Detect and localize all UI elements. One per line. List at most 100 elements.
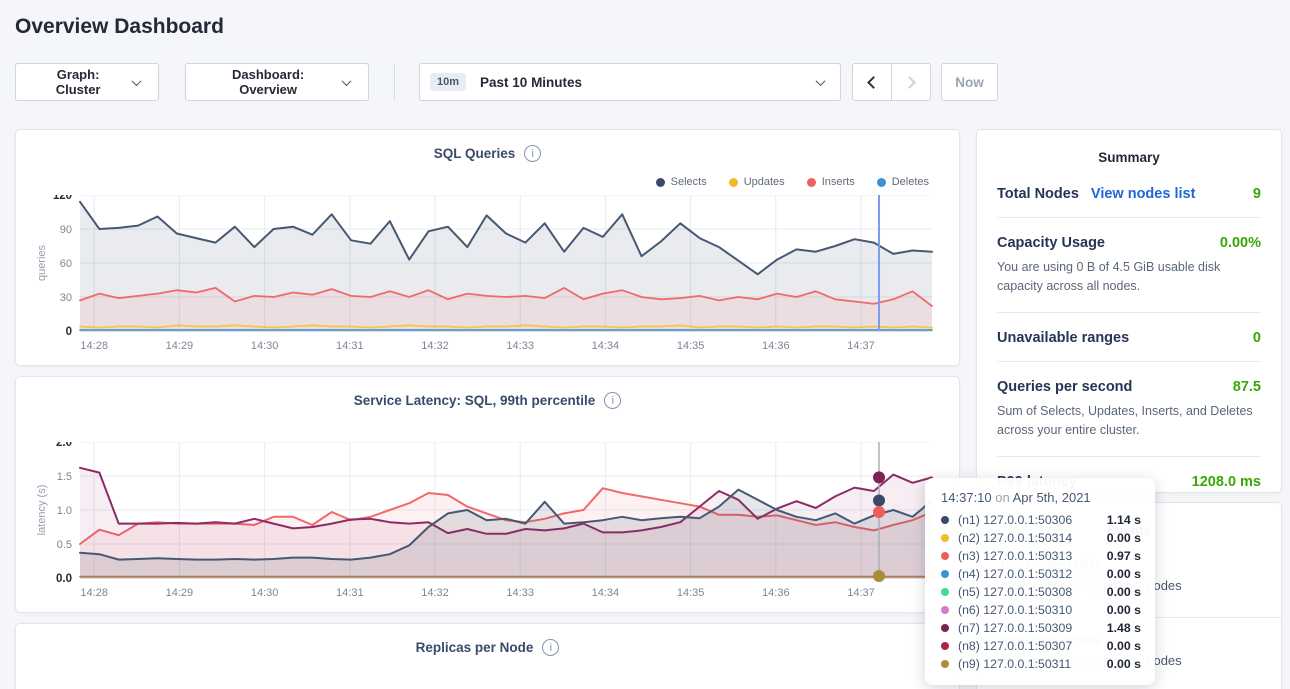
summary-label: Queries per second xyxy=(997,378,1133,395)
svg-text:120: 120 xyxy=(53,195,72,202)
sql-queries-chart[interactable]: 14:28 14:29 14:30 14:31 14:32 14:33 14:34 14:35… xyxy=(16,190,959,366)
svg-text:2.0: 2.0 xyxy=(56,442,72,449)
tooltip-row: (n3) 127.0.0.1:50313 0.97 s xyxy=(941,547,1141,565)
tooltip-node-value: 0.00 s xyxy=(1106,639,1141,653)
svg-text:14:33: 14:33 xyxy=(506,587,534,599)
tooltip-node-label: (n4) 127.0.0.1:50312 xyxy=(958,567,1073,581)
summary-description: You are using 0 B of 4.5 GiB usable disk… xyxy=(997,260,1221,294)
legend-item[interactable]: Selects xyxy=(655,176,707,188)
chevron-down-icon xyxy=(341,75,352,86)
series-line xyxy=(79,287,933,307)
time-range-badge: 10m xyxy=(430,73,467,91)
svg-text:14:36: 14:36 xyxy=(762,587,790,599)
service-latency-chart[interactable]: 14:28 14:29 14:30 14:31 14:32 14:33 14:34 14:35… xyxy=(16,437,959,613)
series-dot-icon xyxy=(941,660,949,668)
summary-title: Summary xyxy=(1098,150,1160,165)
now-button: Now xyxy=(941,63,998,101)
chart-legend: Selects Updates Inserts Deletes xyxy=(655,176,929,188)
tooltip-node-value: 0.00 s xyxy=(1106,585,1141,599)
series-dot-icon xyxy=(941,516,949,524)
time-prev-button[interactable] xyxy=(852,63,892,101)
tooltip-node-label: (n5) 127.0.0.1:50308 xyxy=(958,585,1073,599)
svg-text:queries: queries xyxy=(36,244,48,281)
chevron-down-icon xyxy=(815,75,826,86)
svg-text:14:35: 14:35 xyxy=(677,587,705,599)
svg-text:14:33: 14:33 xyxy=(506,340,534,352)
series-dot-icon xyxy=(806,177,816,187)
svg-text:14:29: 14:29 xyxy=(166,587,194,599)
time-next-button xyxy=(891,63,931,101)
tooltip-node-label: (n9) 127.0.0.1:50311 xyxy=(958,657,1072,671)
tooltip-row: (n8) 127.0.0.1:50307 0.00 s xyxy=(941,637,1141,655)
svg-text:60: 60 xyxy=(60,258,72,270)
summary-value: 0.00% xyxy=(1219,235,1261,251)
svg-text:0.0: 0.0 xyxy=(56,573,72,585)
time-range-selector[interactable]: 10m Past 10 Minutes xyxy=(419,63,841,101)
dashboard-dropdown-label: Dashboard: Overview xyxy=(232,67,305,97)
svg-text:14:28: 14:28 xyxy=(80,340,108,352)
svg-text:1.5: 1.5 xyxy=(57,471,72,483)
legend-item[interactable]: Deletes xyxy=(876,176,929,188)
tooltip-row: (n9) 127.0.0.1:50311 0.00 s xyxy=(941,655,1141,673)
svg-text:0.5: 0.5 xyxy=(57,539,72,551)
summary-description: Sum of Selects, Updates, Inserts, and De… xyxy=(997,403,1253,438)
tooltip-node-label: (n3) 127.0.0.1:50313 xyxy=(958,549,1073,563)
svg-text:14:34: 14:34 xyxy=(592,340,620,352)
dashboard-dropdown[interactable]: Dashboard: Overview xyxy=(185,63,369,101)
chart-hover-tooltip: 14:37:10 on Apr 5th, 2021 (n1) 127.0.0.1… xyxy=(925,478,1155,685)
highlight-dot xyxy=(873,494,886,507)
svg-text:14:30: 14:30 xyxy=(251,340,279,352)
chart-title: Replicas per Node xyxy=(415,640,534,655)
highlight-dot xyxy=(873,506,886,519)
series-dot-icon xyxy=(941,552,949,560)
series-dot-icon xyxy=(728,177,738,187)
series-dot-icon xyxy=(941,534,949,542)
info-icon[interactable]: i xyxy=(542,639,560,656)
svg-text:14:31: 14:31 xyxy=(336,340,364,352)
tooltip-timestamp: 14:37:10 on Apr 5th, 2021 xyxy=(941,490,1091,505)
series-dot-icon xyxy=(941,642,949,650)
info-icon[interactable]: i xyxy=(524,145,542,162)
summary-label: Unavailable ranges xyxy=(997,329,1130,346)
summary-label: Capacity Usage xyxy=(997,235,1105,251)
tooltip-node-value: 1.14 s xyxy=(1106,513,1141,527)
summary-value: 1208.0 ms xyxy=(1191,473,1261,490)
tooltip-row: (n6) 127.0.0.1:50310 0.00 s xyxy=(941,601,1141,619)
svg-text:14:37: 14:37 xyxy=(847,587,875,599)
Service Latency: SQL, 99th percentile-svg: 14:28 14:29 14:30 14:31 14:32 14:33 14:34 14:35… xyxy=(36,437,933,599)
svg-text:14:31: 14:31 xyxy=(336,587,364,599)
svg-text:14:34: 14:34 xyxy=(592,587,620,599)
tooltip-node-value: 0.97 s xyxy=(1106,549,1141,563)
legend-item[interactable]: Inserts xyxy=(806,176,855,188)
summary-row-unavailable-ranges: Unavailable ranges 0 xyxy=(997,313,1261,362)
chevron-down-icon xyxy=(131,75,142,86)
chevron-left-icon xyxy=(867,75,880,89)
series-dot-icon xyxy=(941,588,949,596)
controls-divider xyxy=(394,63,395,101)
page-title: Overview Dashboard xyxy=(15,15,224,38)
graph-dropdown[interactable]: Graph: Cluster xyxy=(15,63,159,101)
tooltip-node-value: 1.48 s xyxy=(1106,621,1141,635)
tooltip-row: (n4) 127.0.0.1:50312 0.00 s xyxy=(941,565,1141,583)
page-header: Overview Dashboard xyxy=(0,0,1290,39)
tooltip-node-label: (n2) 127.0.0.1:50314 xyxy=(958,531,1073,545)
svg-text:14:32: 14:32 xyxy=(421,587,449,599)
tooltip-node-label: (n8) 127.0.0.1:50307 xyxy=(958,639,1073,653)
info-icon[interactable]: i xyxy=(604,392,622,409)
svg-text:14:32: 14:32 xyxy=(421,340,449,352)
tooltip-node-label: (n7) 127.0.0.1:50309 xyxy=(958,621,1073,635)
view-nodes-list-link[interactable]: View nodes list xyxy=(1090,186,1196,202)
SQL Queries-svg: 14:28 14:29 14:30 14:31 14:32 14:33 14:34 14:35… xyxy=(36,190,933,352)
tooltip-row: (n7) 127.0.0.1:50309 1.48 s xyxy=(941,619,1141,637)
summary-value: 9 xyxy=(1252,186,1261,202)
summary-label: Total Nodes xyxy=(997,186,1079,202)
legend-item[interactable]: Updates xyxy=(728,176,785,188)
tooltip-node-label: (n6) 127.0.0.1:50310 xyxy=(958,603,1073,617)
time-range-label: Past 10 Minutes xyxy=(480,74,583,90)
legend-label: Deletes xyxy=(891,176,929,188)
time-step-buttons xyxy=(852,63,931,101)
series-line xyxy=(79,488,933,561)
svg-text:90: 90 xyxy=(60,224,72,236)
tooltip-node-value: 0.00 s xyxy=(1106,531,1141,545)
svg-text:14:29: 14:29 xyxy=(166,340,194,352)
